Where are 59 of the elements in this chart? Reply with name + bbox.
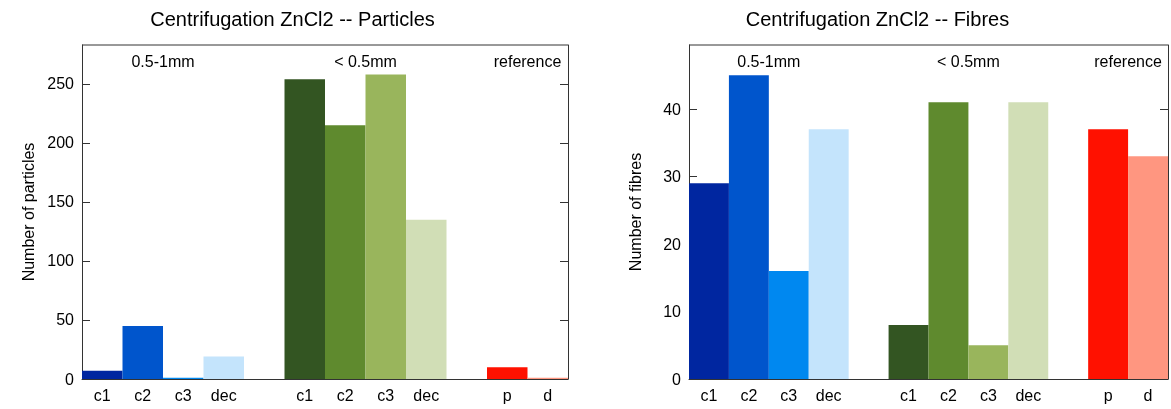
annotation: reference xyxy=(1094,52,1162,70)
y-tick-label: 20 xyxy=(663,235,682,253)
y-tick-label: 0 xyxy=(672,370,682,388)
chart-title: Centrifugation ZnCl2 -- Particles xyxy=(150,8,435,30)
bar xyxy=(689,183,729,379)
annotation: < 0.5mm xyxy=(334,52,397,70)
y-tick-label: 200 xyxy=(47,134,75,152)
bar xyxy=(406,219,447,379)
x-tick-label: c2 xyxy=(336,386,354,404)
x-tick-label: dec xyxy=(1015,386,1042,404)
y-tick-label: 10 xyxy=(663,303,682,321)
bar xyxy=(728,75,769,379)
chart-title: Centrifugation ZnCl2 -- Fibres xyxy=(745,8,1010,30)
x-tick-label: p xyxy=(1103,386,1113,404)
bar xyxy=(1088,129,1129,379)
bar xyxy=(928,102,969,379)
bar xyxy=(284,79,325,379)
bar xyxy=(888,325,929,379)
x-tick-label: c2 xyxy=(134,386,152,404)
bar xyxy=(808,129,849,379)
y-axis-title: Number of fibres xyxy=(626,152,644,272)
x-tick-label: c1 xyxy=(296,386,314,404)
x-tick-label: c3 xyxy=(174,386,192,404)
y-tick-label: 250 xyxy=(47,75,75,93)
x-tick-label: d xyxy=(1143,386,1153,404)
y-tick-label: 100 xyxy=(47,252,75,270)
y-tick-label: 40 xyxy=(663,100,682,118)
annotation: 0.5-1mm xyxy=(737,52,801,70)
x-tick-label: c3 xyxy=(780,386,798,404)
x-tick-label: c1 xyxy=(93,386,111,404)
bar xyxy=(968,345,1009,379)
y-tick-label: 0 xyxy=(65,370,75,388)
bar xyxy=(122,325,163,379)
y-tick-label: 30 xyxy=(663,168,682,186)
x-tick-label: c1 xyxy=(700,386,718,404)
x-tick-label: c2 xyxy=(740,386,758,404)
bar xyxy=(365,74,406,379)
annotation: reference xyxy=(493,52,562,70)
y-tick-label: 50 xyxy=(56,311,75,329)
x-tick-label: dec xyxy=(210,386,237,404)
x-tick-label: dec xyxy=(413,386,440,404)
x-tick-label: c1 xyxy=(900,386,918,404)
annotation: < 0.5mm xyxy=(937,52,1000,70)
bar xyxy=(1128,156,1168,379)
x-tick-label: c2 xyxy=(940,386,958,404)
y-axis-title: Number of particles xyxy=(19,142,37,282)
x-tick-label: p xyxy=(502,386,512,404)
x-tick-label: c3 xyxy=(979,386,997,404)
annotation: 0.5-1mm xyxy=(131,52,195,70)
x-tick-label: dec xyxy=(815,386,842,404)
bar xyxy=(1008,102,1049,379)
bar xyxy=(203,356,244,379)
bar xyxy=(325,125,366,379)
bar xyxy=(768,271,809,379)
y-tick-label: 150 xyxy=(47,193,75,211)
x-tick-label: d xyxy=(543,386,553,404)
bar xyxy=(487,367,528,379)
bar xyxy=(82,370,123,379)
x-tick-label: c3 xyxy=(377,386,395,404)
